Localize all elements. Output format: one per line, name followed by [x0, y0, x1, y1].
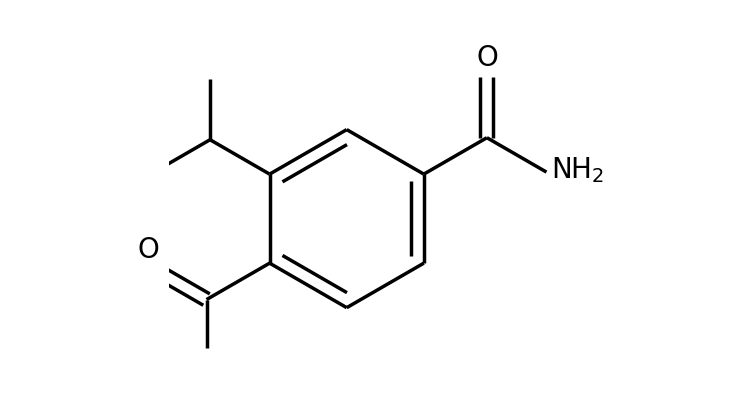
Text: O: O: [137, 236, 159, 264]
Text: NH$_2$: NH$_2$: [551, 155, 605, 185]
Text: O: O: [476, 44, 498, 72]
